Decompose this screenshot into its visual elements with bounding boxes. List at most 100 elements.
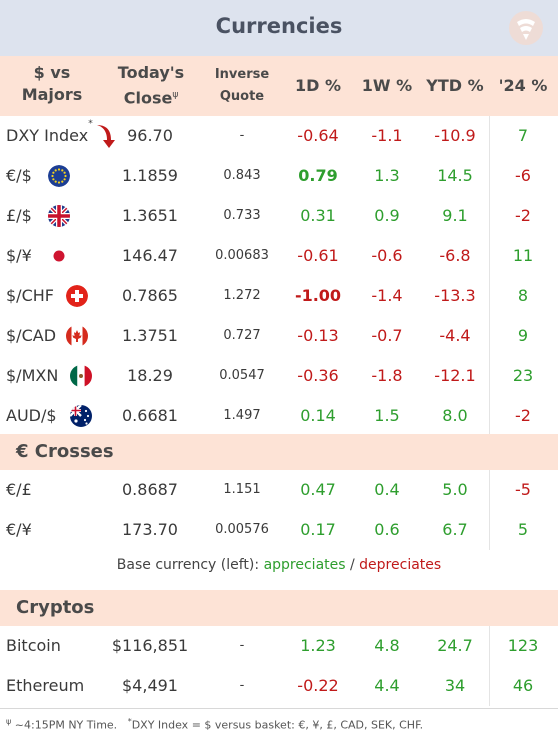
change-2024: 123 bbox=[507, 636, 539, 655]
change-2024: 5 bbox=[517, 520, 529, 539]
change-1d: -0.22 bbox=[297, 676, 339, 695]
change-1w: 1.5 bbox=[374, 406, 400, 425]
uk-flag-icon bbox=[48, 205, 70, 227]
change-2024: 8 bbox=[517, 286, 529, 305]
close-value: $116,851 bbox=[111, 636, 189, 655]
header-ytd: YTD % bbox=[426, 76, 484, 95]
inverse-value: 0.00683 bbox=[215, 248, 269, 263]
close-value: 0.6681 bbox=[122, 406, 178, 425]
table-row: AUD/$ 0.6681 1.497 0.14 1.5 8.0 -2 bbox=[0, 396, 558, 436]
mexico-flag-icon bbox=[70, 365, 92, 387]
inverse-value: 0.727 bbox=[223, 328, 261, 343]
change-1d: 1.23 bbox=[300, 636, 336, 655]
pair-name: £/$ bbox=[6, 206, 32, 225]
change-1d: -0.13 bbox=[297, 326, 339, 345]
change-1d: 0.17 bbox=[300, 520, 336, 539]
header-1w: 1W % bbox=[361, 76, 413, 95]
change-ytd: -6.8 bbox=[439, 246, 471, 265]
change-ytd: -10.9 bbox=[434, 126, 476, 145]
section-euro-crosses: € Crosses bbox=[0, 434, 558, 470]
change-1d: -0.61 bbox=[297, 246, 339, 265]
change-2024: -6 bbox=[515, 166, 531, 185]
table-row: $/CAD 1.3751 0.727 -0.13 -0.7 -4.4 9 bbox=[0, 316, 558, 356]
change-2024: 7 bbox=[517, 126, 529, 145]
close-value: $4,491 bbox=[122, 676, 178, 695]
swiss-flag-icon bbox=[66, 285, 88, 307]
change-1w: 4.8 bbox=[374, 636, 400, 655]
table-row: DXY Index* 96.70 - -0.64 -1.1 -10.9 7 bbox=[0, 116, 558, 156]
close-value: 1.3651 bbox=[122, 206, 178, 225]
japan-flag-icon bbox=[48, 245, 70, 267]
inverse-value: 1.272 bbox=[223, 288, 261, 303]
section-title: € Crosses bbox=[16, 441, 114, 462]
pair-name: $/CAD bbox=[6, 326, 57, 345]
pair-name: $/¥ bbox=[6, 246, 32, 265]
table-row: €/$ 1.1859 0.843 0.79 1.3 14.5 -6 bbox=[0, 156, 558, 196]
pair-name: €/£ bbox=[6, 480, 32, 499]
change-2024: -5 bbox=[515, 480, 531, 499]
close-value: 1.3751 bbox=[122, 326, 178, 345]
change-1w: -0.6 bbox=[371, 246, 403, 265]
table-row: £/$ 1.3651 0.733 0.31 0.9 9.1 -2 bbox=[0, 196, 558, 236]
pair-name: $/CHF bbox=[6, 286, 54, 305]
change-1d: -1.00 bbox=[294, 286, 342, 305]
logo-icon bbox=[509, 11, 543, 45]
table-row: €/£ 0.8687 1.151 0.47 0.4 5.0 -5 bbox=[0, 470, 558, 510]
change-1w: -1.1 bbox=[371, 126, 403, 145]
table-row: $/CHF 0.7865 1.272 -1.00 -1.4 -13.3 8 bbox=[0, 276, 558, 316]
change-2024: -2 bbox=[515, 206, 531, 225]
header-2024: '24 % bbox=[498, 76, 548, 95]
pair-name: $/MXN bbox=[6, 366, 59, 385]
close-value: 0.8687 bbox=[122, 480, 178, 499]
header-close: Today's Closeψ bbox=[117, 63, 185, 108]
table-header: $ vs Majors Today's Closeψ Inverse Quote… bbox=[0, 56, 558, 116]
inverse-value: 0.00576 bbox=[215, 522, 269, 537]
eu-flag-icon bbox=[48, 165, 70, 187]
close-value: 96.70 bbox=[127, 126, 173, 145]
column-divider bbox=[489, 470, 490, 550]
table-row: $/MXN 18.29 0.0547 -0.36 -1.8 -12.1 23 bbox=[0, 356, 558, 396]
pair-name: DXY Index* bbox=[6, 119, 93, 145]
change-1w: 0.6 bbox=[374, 520, 400, 539]
close-value: 18.29 bbox=[127, 366, 173, 385]
change-ytd: -13.3 bbox=[434, 286, 476, 305]
close-value: 146.47 bbox=[122, 246, 178, 265]
change-1w: -1.4 bbox=[371, 286, 403, 305]
crypto-name: Bitcoin bbox=[6, 636, 61, 655]
crypto-name: Ethereum bbox=[6, 676, 85, 695]
legend-appreciates: appreciates bbox=[263, 557, 346, 573]
change-ytd: 34 bbox=[444, 676, 466, 695]
inverse-value: - bbox=[239, 678, 245, 693]
change-2024: 9 bbox=[517, 326, 529, 345]
divider bbox=[0, 708, 558, 709]
inverse-value: - bbox=[239, 128, 245, 143]
change-1d: 0.14 bbox=[300, 406, 336, 425]
change-ytd: -4.4 bbox=[439, 326, 471, 345]
inverse-value: 0.843 bbox=[223, 168, 261, 183]
header-inverse: Inverse Quote bbox=[214, 67, 270, 104]
change-2024: 46 bbox=[512, 676, 534, 695]
header-pair: $ vs Majors bbox=[21, 63, 83, 104]
change-2024: 11 bbox=[512, 246, 534, 265]
change-1d: 0.79 bbox=[298, 166, 338, 185]
change-ytd: 5.0 bbox=[442, 480, 468, 499]
inverse-value: 1.497 bbox=[223, 408, 261, 423]
table-row: Ethereum $4,491 - -0.22 4.4 34 46 bbox=[0, 666, 558, 706]
change-1w: 1.3 bbox=[374, 166, 400, 185]
pair-name: €/¥ bbox=[6, 520, 32, 539]
change-1d: 0.31 bbox=[300, 206, 336, 225]
pair-name: €/$ bbox=[6, 166, 32, 185]
inverse-value: 1.151 bbox=[223, 482, 261, 497]
change-2024: 23 bbox=[512, 366, 534, 385]
title-bar: Currencies bbox=[0, 0, 558, 56]
color-legend: Base currency (left): appreciates / depr… bbox=[116, 557, 442, 573]
close-value: 0.7865 bbox=[122, 286, 178, 305]
change-1w: 0.9 bbox=[374, 206, 400, 225]
change-1d: -0.36 bbox=[297, 366, 339, 385]
inverse-value: 0.733 bbox=[223, 208, 261, 223]
change-1w: 4.4 bbox=[374, 676, 400, 695]
change-ytd: 6.7 bbox=[442, 520, 468, 539]
change-1w: 0.4 bbox=[374, 480, 400, 499]
footnote: ψ ~4:15PM NY Time. *DXY Index = $ versus… bbox=[6, 717, 424, 732]
change-ytd: 8.0 bbox=[442, 406, 468, 425]
